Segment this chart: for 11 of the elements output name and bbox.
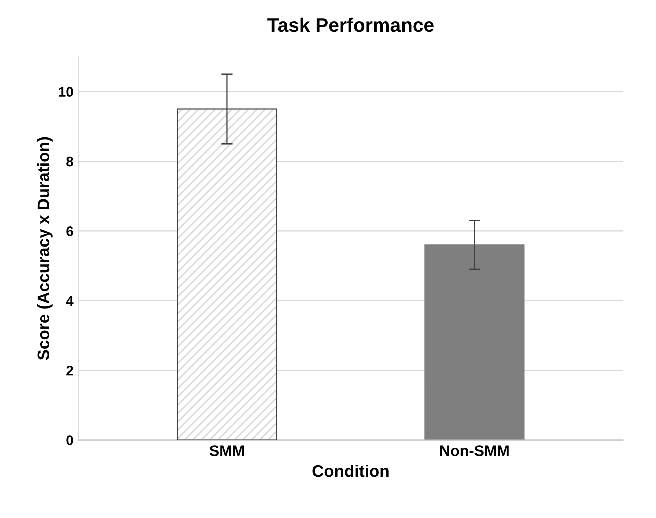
y-tick-label: 10 [59, 87, 74, 97]
y-tick-label: 4 [66, 296, 74, 306]
y-tick-label: 0 [66, 436, 74, 446]
y-tick-label: 6 [66, 226, 74, 236]
x-tick-label: SMM [210, 446, 244, 456]
y-axis-title: Score (Accuracy x Duration) [37, 137, 53, 360]
y-tick-label: 8 [66, 156, 74, 167]
chart-title: Task Performance [268, 18, 434, 32]
x-axis-title: Condition [312, 464, 389, 478]
x-tick-label: Non-SMM [440, 446, 509, 456]
y-tick-label: 2 [66, 366, 74, 376]
